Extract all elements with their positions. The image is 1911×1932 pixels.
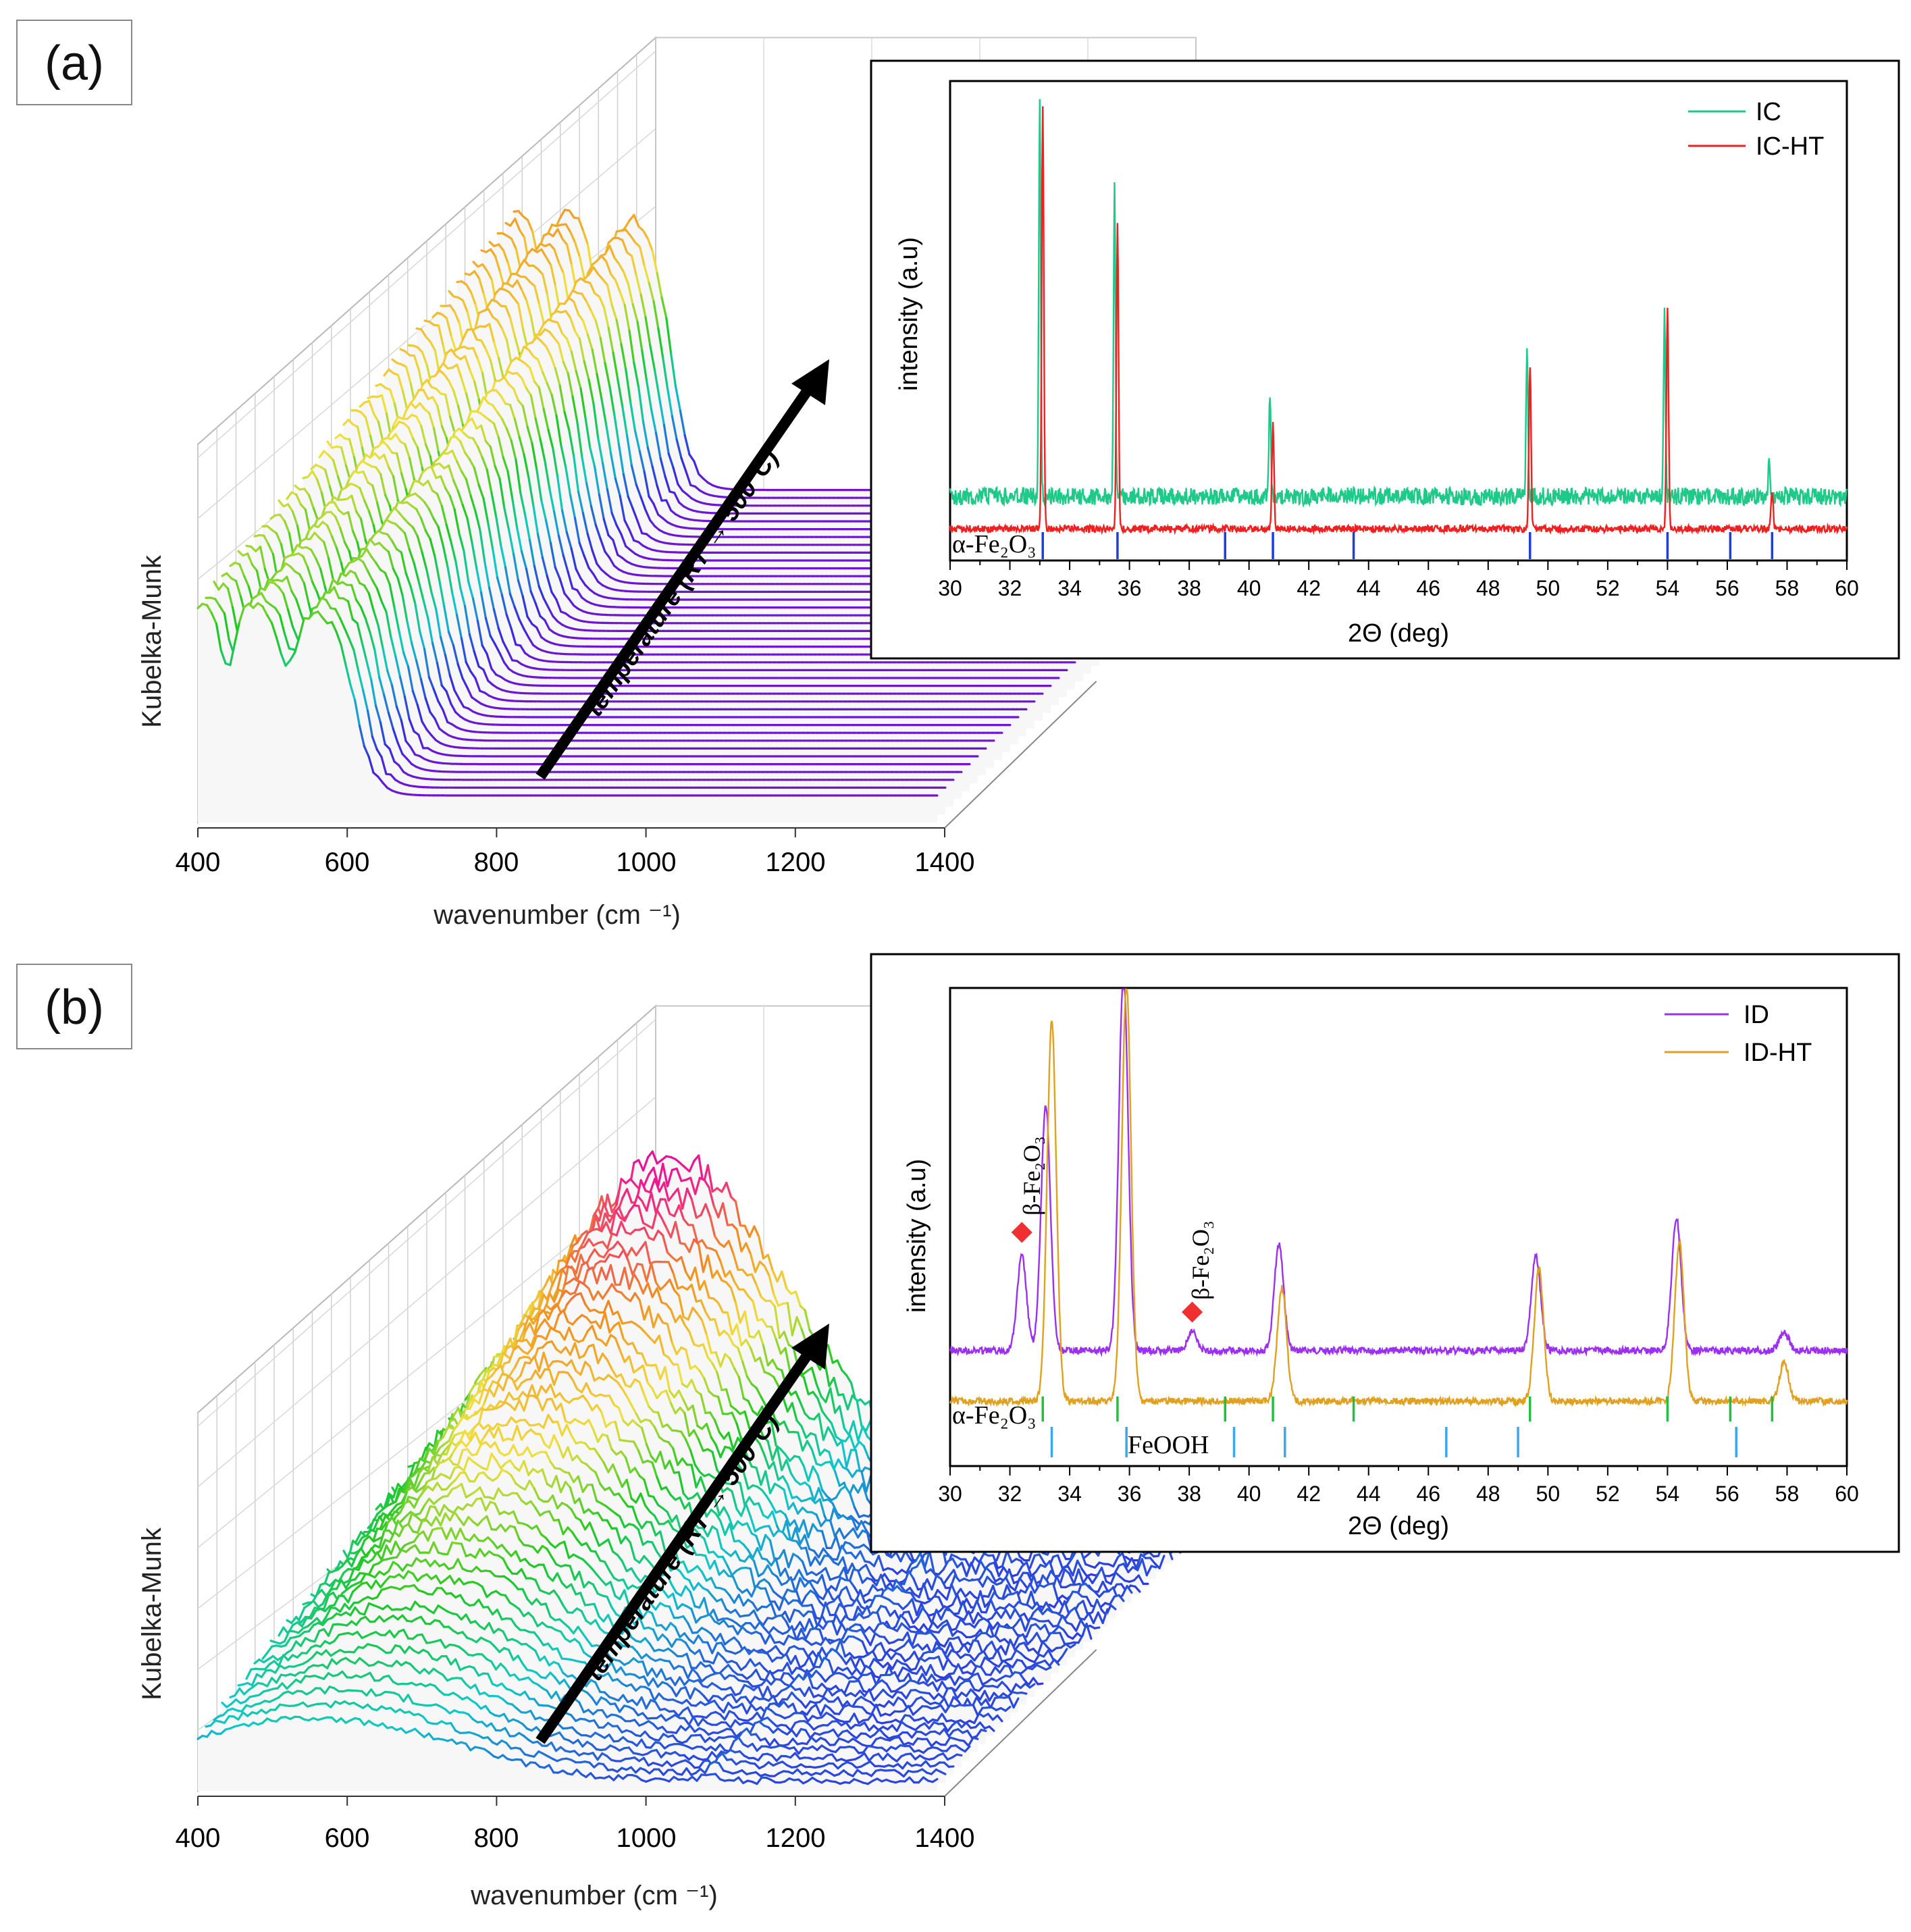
panel-a: (a) wavenumber (cm ⁻¹) Kubelka-Munk 400 …	[17, 20, 1899, 930]
panel-a-label: (a)	[45, 36, 104, 90]
